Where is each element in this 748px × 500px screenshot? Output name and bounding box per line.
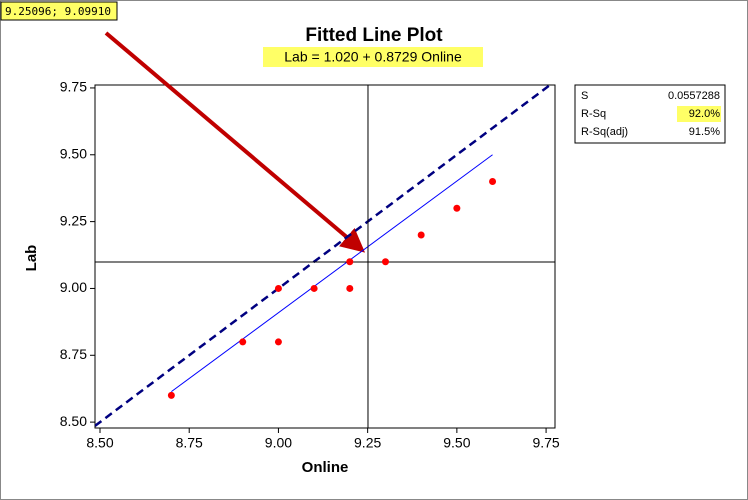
x-tick-label: 8.75 <box>176 435 203 451</box>
y-tick-label: 9.75 <box>60 79 87 95</box>
point <box>417 231 425 239</box>
y-axis-label: Lab <box>23 245 40 272</box>
point <box>167 391 175 399</box>
point <box>381 258 389 266</box>
x-tick-label: 8.50 <box>86 435 113 451</box>
x-tick-label: 9.50 <box>443 435 470 451</box>
plot-area <box>94 84 556 429</box>
stats-highlight <box>677 106 721 122</box>
reference-line <box>95 85 553 427</box>
fit-line <box>171 154 493 393</box>
y-tick-label: 9.25 <box>60 212 87 228</box>
x-tick-label: 9.25 <box>354 435 381 451</box>
stats-name: R-Sq(adj) <box>581 126 628 138</box>
point <box>239 338 247 346</box>
point <box>346 284 354 292</box>
point <box>274 284 282 292</box>
stats-value: 92.0% <box>689 108 720 120</box>
y-tick-label: 9.00 <box>60 279 87 295</box>
cursor-label-box <box>0 1 118 21</box>
point <box>489 178 497 186</box>
x-tick-label: 9.75 <box>532 435 559 451</box>
stats-value: 91.5% <box>689 126 720 138</box>
cursor-label: 9.25096; 9.09910 <box>5 5 111 18</box>
point <box>346 258 354 266</box>
point <box>274 338 282 346</box>
x-axis-label: Online <box>302 459 349 476</box>
y-tick-label: 8.50 <box>60 413 87 429</box>
point <box>453 204 461 212</box>
stats-name: R-Sq <box>581 108 606 120</box>
subtitle-highlight <box>263 47 483 67</box>
arrow <box>104 31 366 253</box>
chart-title: Fitted Line Plot <box>305 25 443 46</box>
point <box>310 284 318 292</box>
stats-box: S 0.0557288 R-Sq 92.0% R-Sq(adj) 91.5% <box>574 84 726 144</box>
y-tick-label: 8.75 <box>60 346 87 362</box>
stats-name: S <box>581 90 588 102</box>
y-tick-label: 9.50 <box>60 145 87 161</box>
stats-value: 0.0557288 <box>668 90 720 102</box>
subtitle: Lab = 1.020 + 0.8729 Online <box>284 49 462 65</box>
x-tick-label: 9.00 <box>265 435 292 451</box>
